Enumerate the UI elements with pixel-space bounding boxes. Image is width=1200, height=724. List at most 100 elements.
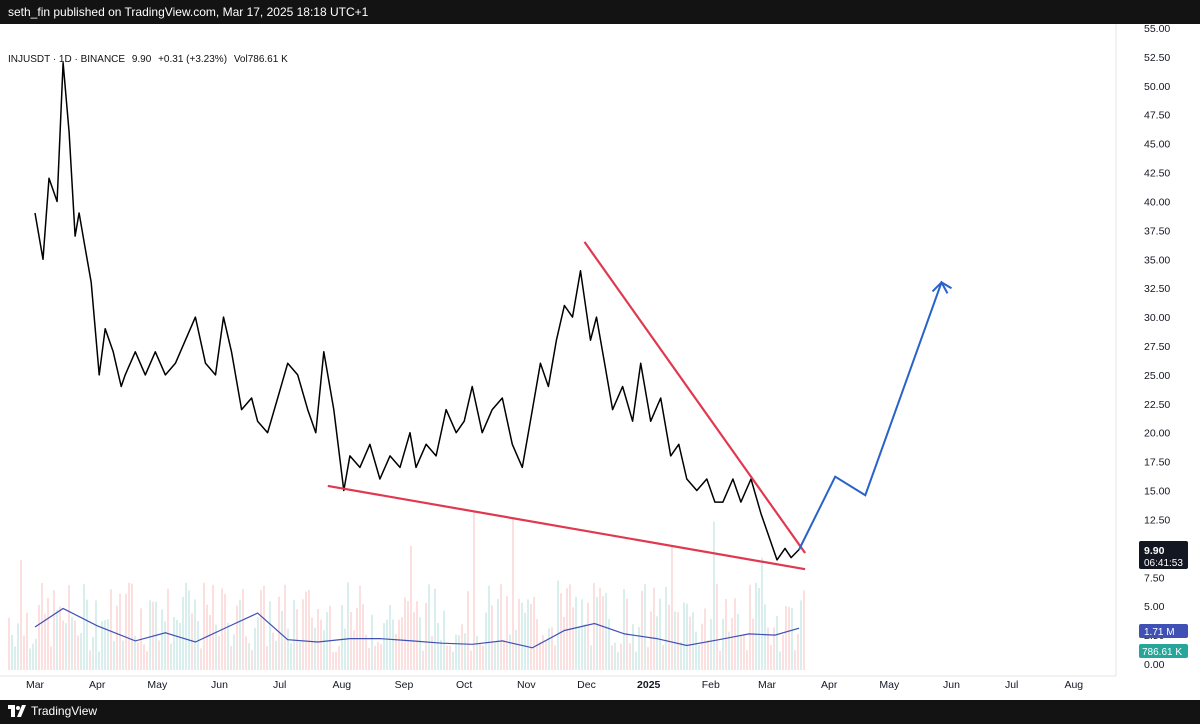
volume-bar	[578, 627, 580, 670]
x-tick-label: Jun	[211, 679, 228, 691]
chart-lines	[34, 61, 953, 649]
volume-bars	[8, 512, 805, 670]
volume-bar	[425, 602, 427, 670]
volume-bar	[362, 604, 364, 670]
volume-bar	[365, 634, 367, 670]
volume-bar	[245, 636, 247, 670]
volume-bar	[212, 584, 214, 670]
volume-bar	[725, 599, 727, 670]
volume-bar	[452, 651, 454, 670]
volume-bar	[101, 621, 103, 670]
volume-bar	[698, 645, 700, 670]
price-line	[34, 61, 800, 561]
volume-bar	[266, 645, 268, 670]
chart-area[interactable]: 55.00 52.50 50.00 47.50 45.00 42.50 40.00 37.50…	[0, 24, 1200, 700]
upper-trendline	[583, 241, 806, 554]
volume-bar	[224, 593, 226, 670]
volume-bar	[779, 651, 781, 670]
volume-badge	[1139, 644, 1188, 658]
volume-bar	[791, 608, 793, 670]
volume-bar	[515, 629, 517, 670]
volume-bar	[593, 583, 595, 670]
chart-svg[interactable]: 55.00 52.50 50.00 47.50 45.00 42.50 40.00 37.50…	[0, 24, 1200, 700]
volume-bar	[308, 589, 310, 670]
volume-bar	[119, 593, 121, 670]
volume-bar	[77, 635, 79, 670]
y-tick-label: 5.00	[1144, 601, 1165, 613]
volume-bar	[353, 630, 355, 670]
volume-bar	[674, 611, 676, 670]
volume-bar	[650, 611, 652, 670]
volume-bar	[239, 600, 241, 670]
volume-bar	[572, 607, 574, 670]
volume-bar	[128, 582, 130, 670]
volume-bar	[392, 619, 394, 670]
volume-bar	[770, 644, 772, 670]
y-tick-label: 20.00	[1144, 428, 1170, 440]
x-tick-label: Jun	[943, 679, 960, 691]
volume-bar	[503, 639, 505, 670]
volume-bar	[389, 604, 391, 670]
volume-bar	[299, 642, 301, 670]
volume-bar	[26, 612, 28, 670]
volume-bar	[227, 622, 229, 670]
y-tick-label: 27.50	[1144, 341, 1170, 353]
volume-bar	[377, 641, 379, 670]
symbol-name: INJUSDT · 1D · BINANCE	[8, 54, 126, 65]
x-tick-label: Jul	[1005, 679, 1018, 691]
y-tick-label: 55.00	[1144, 24, 1170, 35]
volume-bar	[32, 643, 34, 670]
volume-bar	[752, 618, 754, 670]
volume-bar	[143, 644, 145, 670]
volume-bar	[800, 600, 802, 670]
volume-bar	[131, 583, 133, 670]
volume-bar	[605, 592, 607, 670]
volume-bar	[263, 585, 265, 670]
volume-bar	[311, 617, 313, 670]
volume-bar	[509, 634, 511, 670]
volume-bar	[98, 651, 100, 670]
volume-bar	[17, 623, 19, 670]
volume-bar	[473, 512, 475, 670]
volume-bar	[206, 604, 208, 670]
volume-ma-line	[34, 607, 800, 649]
volume-bar	[455, 634, 457, 670]
x-tick-label: Nov	[517, 679, 536, 691]
volume-bar	[740, 635, 742, 670]
volume-bar	[170, 643, 172, 670]
volume-bar	[539, 641, 541, 670]
volume-bar	[623, 588, 625, 670]
volume-bar	[395, 634, 397, 670]
volume-bar	[566, 588, 568, 670]
x-tick-label: Mar	[26, 679, 45, 691]
volume-bar	[617, 651, 619, 670]
y-tick-label: 40.00	[1144, 196, 1170, 208]
volume-bar	[83, 584, 85, 670]
volume-bar	[410, 546, 412, 670]
volume-bar	[401, 617, 403, 670]
volume-bar	[743, 634, 745, 670]
volume-bar	[761, 557, 763, 670]
volume-bar	[440, 640, 442, 670]
volume-bar	[434, 588, 436, 670]
volume-bar	[416, 601, 418, 670]
volume-bar	[653, 587, 655, 670]
volume-bar	[296, 609, 298, 670]
volume-bar	[293, 599, 295, 670]
volume-bar	[524, 612, 526, 670]
volume-bar	[767, 627, 769, 670]
volume-bar	[692, 612, 694, 670]
volume-bar	[485, 612, 487, 670]
y-tick-label: 30.00	[1144, 312, 1170, 324]
volume-bar	[317, 609, 319, 670]
volume-bar	[380, 644, 382, 670]
volume-bar	[179, 622, 181, 670]
volume-bar	[446, 645, 448, 670]
volume-bar	[533, 596, 535, 670]
y-tick-label: 35.00	[1144, 254, 1170, 266]
volume-bar	[398, 619, 400, 670]
volume-bar	[788, 606, 790, 670]
volume-bar	[35, 638, 37, 670]
volume-bar	[125, 593, 127, 670]
